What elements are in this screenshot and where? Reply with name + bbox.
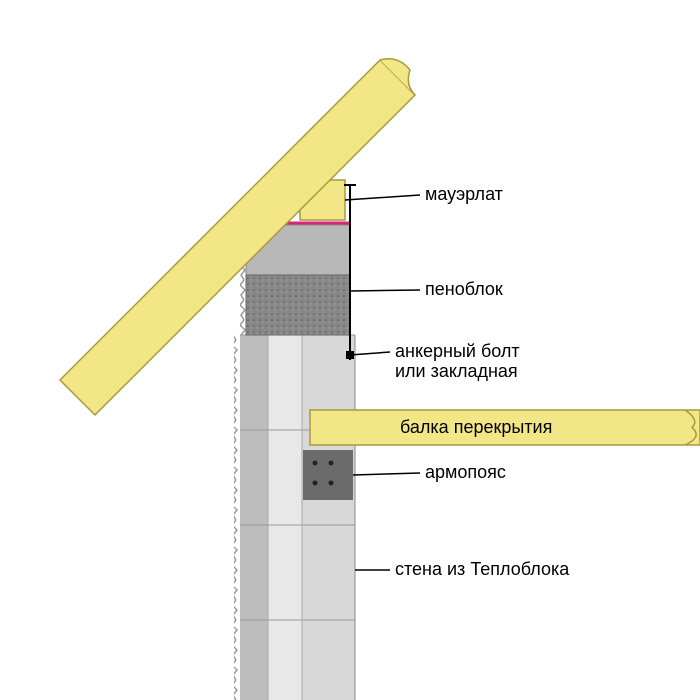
label-penoblok: пеноблок xyxy=(425,280,503,300)
diagram-canvas: мауэрлат пеноблок анкерный болт или закл… xyxy=(0,0,700,700)
label-armopoyas: армопояс xyxy=(425,463,506,483)
label-wall: стена из Теплоблока xyxy=(395,560,569,580)
diagram-svg xyxy=(0,0,700,700)
label-mauerlat: мауэрлат xyxy=(425,185,503,205)
label-beam: балка перекрытия xyxy=(400,418,552,438)
label-anchor: анкерный болт или закладная xyxy=(395,342,520,382)
